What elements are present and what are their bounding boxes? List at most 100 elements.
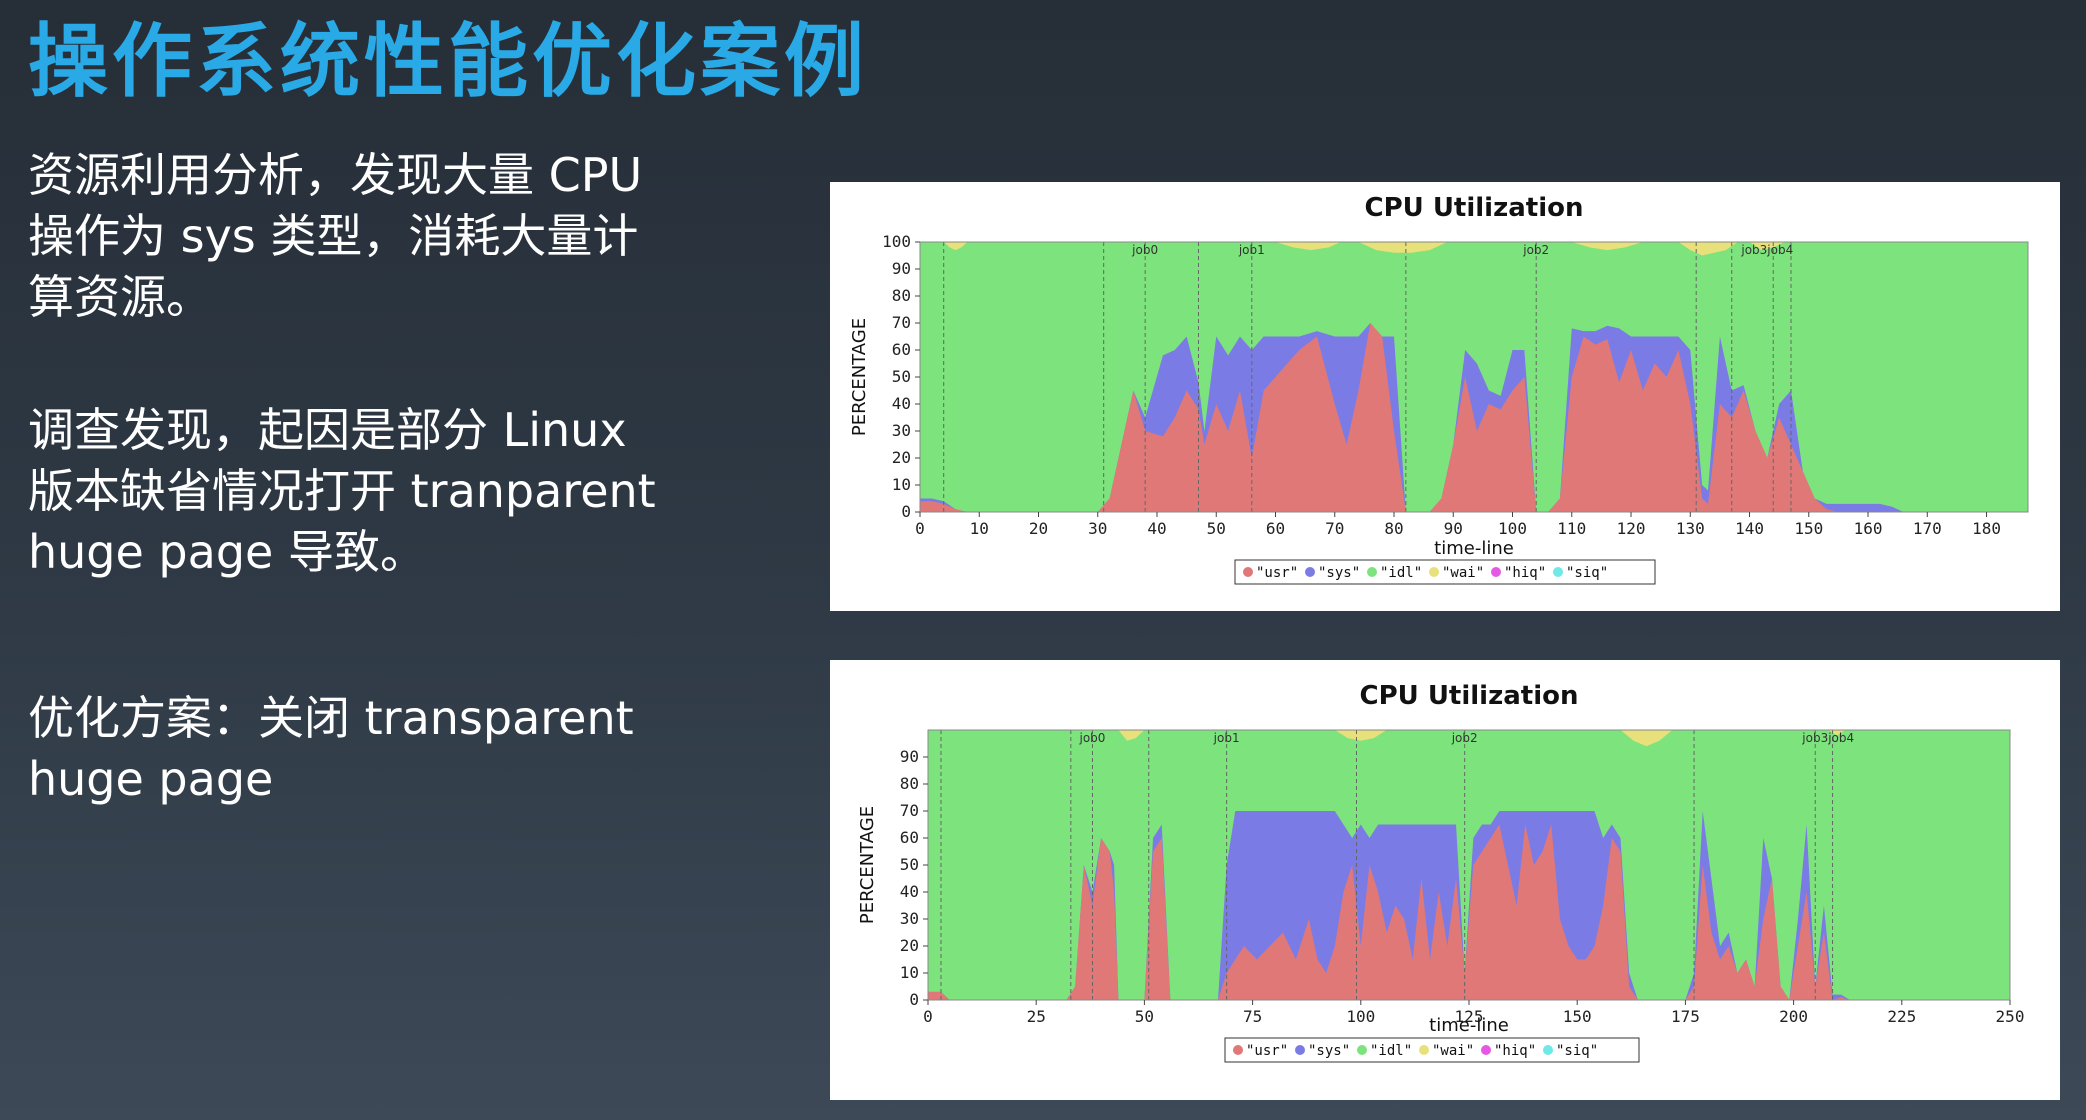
y-tick-label: 50 [900, 855, 919, 874]
wai-area [1358, 242, 1448, 253]
x-tick-label: 75 [1243, 1007, 1262, 1026]
legend-label: "siq" [1566, 565, 1608, 581]
wai-area [943, 242, 968, 251]
y-tick-label: 10 [900, 963, 919, 982]
x-tick-label: 0 [915, 519, 925, 538]
x-tick-label: 80 [1384, 519, 1403, 538]
paragraph-line: 调查发现，起因是部分 Linux [28, 403, 627, 457]
y-tick-label: 50 [892, 367, 911, 386]
x-tick-label: 110 [1557, 519, 1586, 538]
wai-area [1118, 730, 1145, 741]
x-axis-label: time-line [1434, 538, 1514, 559]
x-tick-label: 50 [1135, 1007, 1154, 1026]
wai-area [1571, 242, 1643, 251]
x-tick-label: 170 [1913, 519, 1942, 538]
x-tick-label: 130 [1676, 519, 1705, 538]
y-tick-label: 90 [900, 747, 919, 766]
paragraph-line: 操作为 sys 类型，消耗大量计 [28, 209, 639, 263]
x-tick-label: 90 [1444, 519, 1463, 538]
chart-title: CPU Utilization [1365, 193, 1584, 223]
y-tick-label: 80 [900, 774, 919, 793]
job-label: job1 [1238, 243, 1265, 257]
y-tick-label: 30 [892, 421, 911, 440]
legend-label: "hiq" [1494, 1043, 1536, 1059]
solution-paragraph: 优化方案：关闭 transparent huge page [28, 688, 634, 810]
usr-area [928, 824, 2010, 1000]
cause-paragraph: 调查发现，起因是部分 Linux 版本缺省情况打开 tranparent hug… [28, 400, 656, 583]
job-label: job1 [1213, 731, 1240, 745]
x-tick-label: 60 [1266, 519, 1285, 538]
legend-label: "hiq" [1504, 565, 1546, 581]
legend-marker [1243, 567, 1253, 577]
usr-area [920, 323, 2023, 512]
x-tick-label: 70 [1325, 519, 1344, 538]
wai-area [1620, 730, 1673, 747]
x-tick-label: 225 [1887, 1007, 1916, 1026]
sys-area [928, 811, 2010, 1000]
x-tick-label: 200 [1779, 1007, 1808, 1026]
legend-label: "sys" [1318, 565, 1360, 581]
paragraph-line: huge page 导致。 [28, 525, 426, 579]
legend-marker [1233, 1045, 1243, 1055]
cpu-chart-after: CPU Utilization job0 job1 job2 job3job4 0 10 20… [857, 681, 2025, 1063]
y-tick-label: 60 [892, 340, 911, 359]
x-tick-label: 100 [1346, 1007, 1375, 1026]
job-label: job0 [1131, 243, 1158, 257]
finding-paragraph: 资源利用分析，发现大量 CPU 操作为 sys 类型，消耗大量计 算资源。 [28, 145, 642, 328]
legend-marker [1305, 567, 1315, 577]
y-tick-label: 30 [900, 909, 919, 928]
chart-title: CPU Utilization [1360, 681, 1579, 711]
paragraph-line: 优化方案：关闭 transparent [28, 691, 634, 745]
paragraph-line: huge page [28, 752, 274, 806]
legend-box [1234, 559, 1656, 585]
y-tick-label: 70 [892, 313, 911, 332]
paragraph-line: 版本缺省情况打开 tranparent [28, 464, 656, 518]
legend-marker [1481, 1045, 1491, 1055]
legend-marker [1419, 1045, 1429, 1055]
y-tick-label: 90 [892, 259, 911, 278]
x-tick-label: 250 [1996, 1007, 2025, 1026]
y-tick-label: 10 [892, 475, 911, 494]
legend-label: "idl" [1380, 565, 1422, 581]
legend-marker [1357, 1045, 1367, 1055]
job-label: job2 [1451, 731, 1478, 745]
y-tick-label: 40 [900, 882, 919, 901]
job-label: job3job4 [1801, 731, 1854, 745]
paragraph-line: 资源利用分析，发现大量 CPU [28, 148, 643, 202]
legend-marker [1429, 567, 1439, 577]
job-label: job0 [1078, 731, 1105, 745]
y-tick-label: 70 [900, 801, 919, 820]
legend-label: "wai" [1442, 565, 1484, 581]
x-tick-label: 150 [1794, 519, 1823, 538]
y-tick-label: 80 [892, 286, 911, 305]
x-tick-label: 0 [923, 1007, 933, 1026]
x-tick-label: 25 [1027, 1007, 1046, 1026]
wai-area [1749, 242, 1786, 251]
slide-title: 操作系统性能优化案例 [28, 15, 868, 108]
x-tick-label: 160 [1854, 519, 1883, 538]
x-tick-label: 100 [1498, 519, 1527, 538]
chart-after-panel: CPU Utilization job0 job1 job2 job3job4 0 10 20… [830, 660, 2060, 1100]
x-tick-label: 120 [1617, 519, 1646, 538]
legend-marker [1367, 567, 1377, 577]
legend-label: "sys" [1308, 1043, 1350, 1059]
x-tick-label: 180 [1972, 519, 2001, 538]
legend-marker [1543, 1045, 1553, 1055]
chart-before-panel: CPU Utilization job0 job1 job2 job3job4 0 10 20… [830, 182, 2060, 611]
y-tick-label: 0 [909, 990, 919, 1009]
cpu-chart-before: CPU Utilization job0 job1 job2 job3job4 0 10 20… [849, 193, 2029, 585]
y-tick-label: 40 [892, 394, 911, 413]
legend-label: "usr" [1246, 1043, 1288, 1059]
y-axis-label: PERCENTAGE [849, 318, 870, 436]
legend-label: "idl" [1370, 1043, 1412, 1059]
x-tick-label: 150 [1563, 1007, 1592, 1026]
legend-marker [1295, 1045, 1305, 1055]
x-tick-label: 40 [1147, 519, 1166, 538]
x-tick-label: 175 [1671, 1007, 1700, 1026]
legend-box [1224, 1037, 1640, 1063]
y-tick-label: 100 [882, 232, 911, 251]
x-axis-label: time-line [1429, 1015, 1509, 1036]
legend-marker [1553, 567, 1563, 577]
y-tick-label: 20 [892, 448, 911, 467]
x-tick-label: 30 [1088, 519, 1107, 538]
